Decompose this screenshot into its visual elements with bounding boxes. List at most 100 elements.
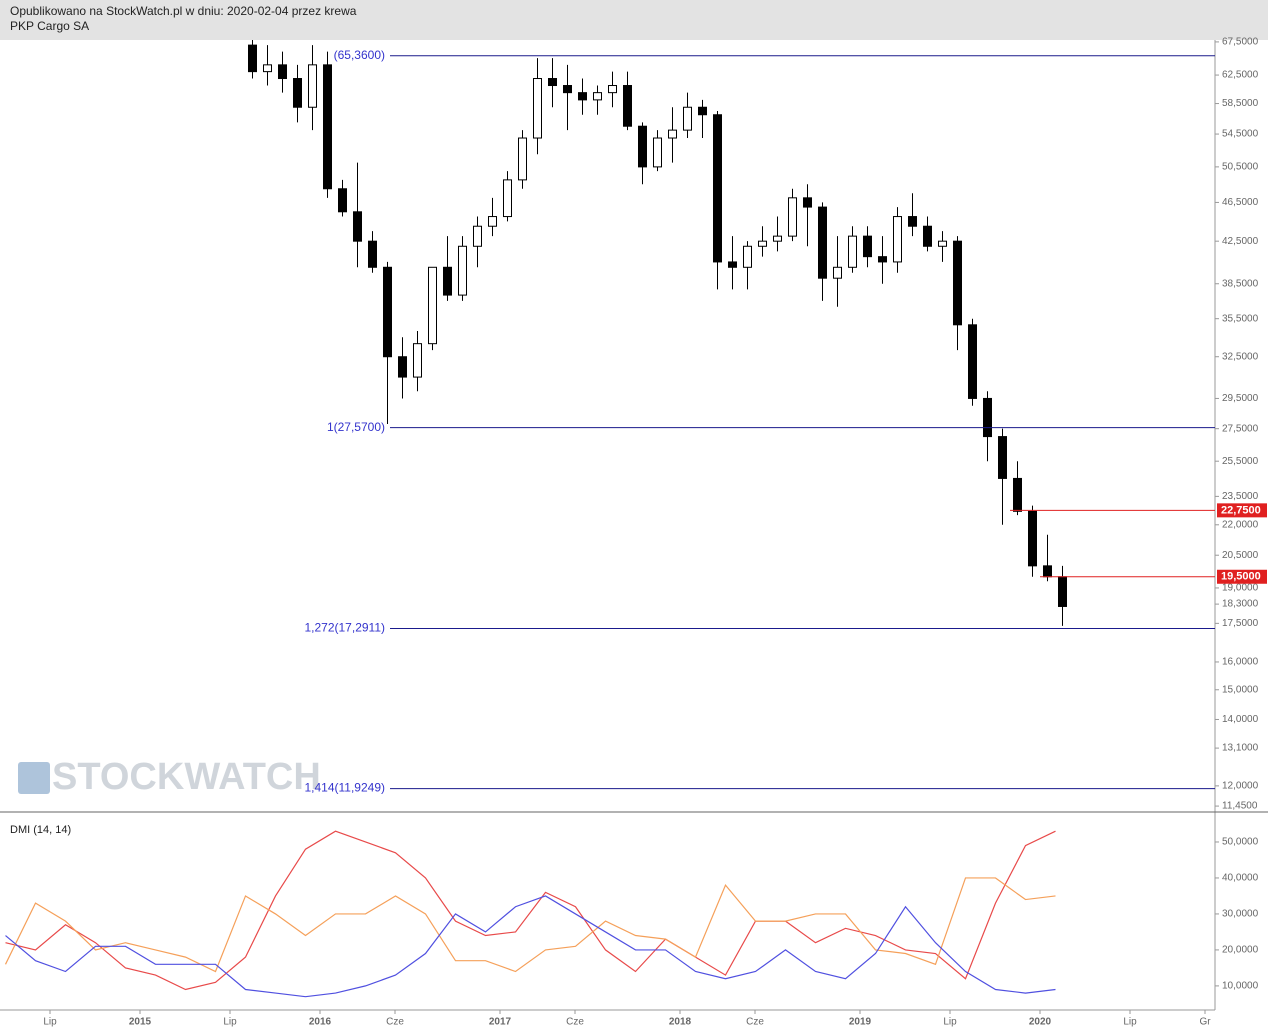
watermark: STOCKWATCH — [18, 756, 321, 798]
y-tick-label: 20,5000 — [1222, 550, 1259, 561]
candle-body — [473, 225, 482, 247]
price-tag — [1217, 503, 1267, 518]
fib-label: 1,272(17,2911) — [304, 621, 385, 635]
candle-body — [758, 240, 767, 247]
candle-body — [428, 266, 437, 345]
x-tick-label: Gr — [1199, 1017, 1211, 1028]
candle-body — [983, 397, 992, 438]
y-tick-label: 27,5000 — [1222, 423, 1259, 434]
y-tick-label: 50,0000 — [1222, 837, 1259, 848]
y-tick-label: 29,5000 — [1222, 393, 1259, 404]
candle-body — [908, 216, 917, 227]
candle-body — [788, 197, 797, 237]
candle-body — [593, 92, 602, 101]
y-tick-label: 42,5000 — [1222, 236, 1259, 247]
candle-body — [293, 78, 302, 108]
watermark-icon — [18, 762, 50, 794]
y-tick-label: 25,5000 — [1222, 456, 1259, 467]
header-bar — [0, 0, 1268, 40]
candle-body — [938, 240, 947, 247]
candle-body — [923, 225, 932, 247]
price-tag-label: 22,7500 — [1221, 504, 1261, 516]
y-tick-label: 54,5000 — [1222, 129, 1259, 140]
candle-body — [503, 179, 512, 218]
dmi-line — [5, 830, 1056, 991]
candle-body — [368, 240, 377, 268]
candle-body — [833, 266, 842, 279]
candle-body — [353, 211, 362, 242]
candle-body — [668, 129, 677, 139]
candle-body — [458, 245, 467, 296]
y-tick-label: 40,0000 — [1222, 873, 1259, 884]
candle-body — [1013, 477, 1022, 512]
x-tick-label: 2016 — [309, 1017, 332, 1028]
candle-body — [848, 235, 857, 268]
candle-body — [563, 85, 572, 94]
candle-body — [323, 64, 332, 190]
header-line: PKP Cargo SA — [10, 19, 89, 33]
y-tick-label: 50,5000 — [1222, 162, 1259, 173]
candle-body — [623, 85, 632, 127]
fib-label: 1,414(11,9249) — [304, 781, 385, 795]
y-tick-label: 17,5000 — [1222, 618, 1259, 629]
y-tick-label: 18,3000 — [1222, 599, 1259, 610]
x-tick-label: 2018 — [669, 1017, 692, 1028]
candle-body — [713, 114, 722, 263]
candle-body — [338, 188, 347, 213]
candle-body — [653, 137, 662, 168]
y-tick-label: 38,5000 — [1222, 278, 1259, 289]
y-tick-label: 67,5000 — [1222, 37, 1259, 48]
candle-body — [803, 197, 812, 208]
candle-body — [608, 85, 617, 94]
candle-body — [383, 266, 392, 358]
y-tick-label: 13,1000 — [1222, 743, 1259, 754]
candle-body — [1043, 565, 1052, 578]
y-tick-label: 15,0000 — [1222, 684, 1259, 695]
y-tick-label: 58,5000 — [1222, 98, 1259, 109]
candle-body — [683, 106, 692, 131]
y-tick-label: 35,5000 — [1222, 313, 1259, 324]
candle-body — [263, 64, 272, 73]
x-tick-label: Lip — [223, 1017, 237, 1028]
candle-body — [578, 92, 587, 101]
y-tick-label: 14,0000 — [1222, 714, 1259, 725]
x-tick-label: 2015 — [129, 1017, 152, 1028]
y-tick-label: 62,5000 — [1222, 70, 1259, 81]
x-tick-label: 2017 — [489, 1017, 512, 1028]
y-tick-label: 22,0000 — [1222, 519, 1259, 530]
x-tick-label: Lip — [1123, 1017, 1137, 1028]
candle-body — [533, 78, 542, 139]
candle-body — [488, 216, 497, 227]
candle-body — [818, 206, 827, 279]
candle-body — [413, 343, 422, 378]
header-line: Opublikowano na StockWatch.pl w dniu: 20… — [10, 4, 357, 18]
x-tick-label: 2020 — [1029, 1017, 1052, 1028]
candle-body — [863, 235, 872, 258]
y-tick-label: 12,0000 — [1222, 781, 1259, 792]
candle-body — [773, 235, 782, 242]
candle-body — [893, 216, 902, 263]
candle-body — [998, 436, 1007, 479]
candle-body — [878, 256, 887, 263]
candles — [248, 40, 1067, 626]
candle-body — [1028, 510, 1037, 567]
candle-body — [728, 261, 737, 268]
candle-body — [698, 106, 707, 116]
fib-label: (65,3600) — [334, 48, 385, 62]
watermark-text: STOCKWATCH — [52, 756, 321, 798]
candle-body — [398, 356, 407, 378]
candle-body — [248, 44, 257, 73]
y-tick-label: 30,0000 — [1222, 909, 1259, 920]
x-tick-label: Cze — [566, 1017, 584, 1028]
candle-body — [308, 64, 317, 108]
candle-body — [743, 245, 752, 268]
y-tick-label: 10,0000 — [1222, 981, 1259, 992]
x-tick-label: Cze — [386, 1017, 404, 1028]
candle-body — [278, 64, 287, 80]
y-tick-label: 46,5000 — [1222, 197, 1259, 208]
x-tick-label: Lip — [943, 1017, 957, 1028]
candle-body — [548, 78, 557, 87]
x-tick-label: Cze — [746, 1017, 764, 1028]
